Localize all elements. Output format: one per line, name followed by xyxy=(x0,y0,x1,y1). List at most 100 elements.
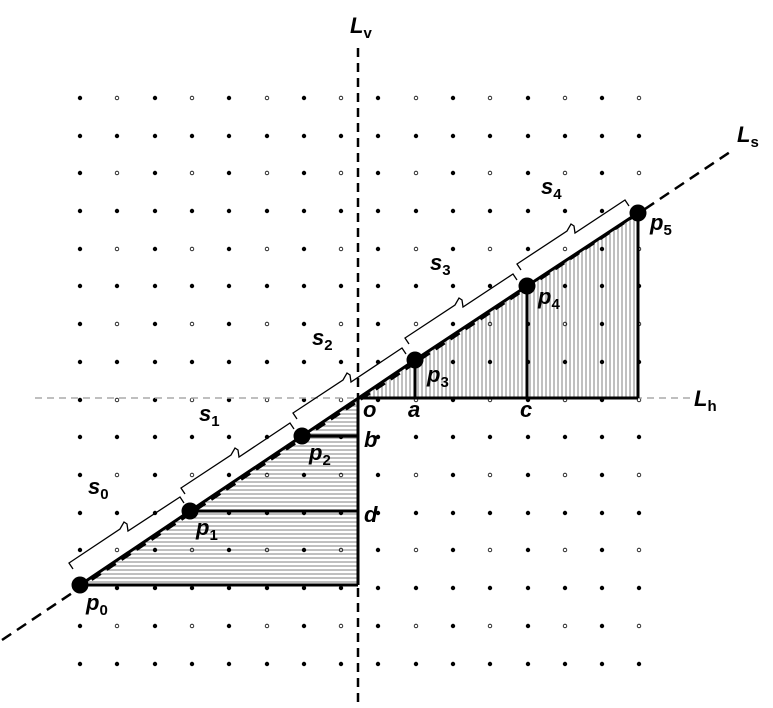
label-s1: s1 xyxy=(199,401,220,430)
grid-dot xyxy=(562,170,568,176)
grid-dot xyxy=(450,510,456,516)
grid-dot xyxy=(562,208,568,214)
grid-dot xyxy=(338,585,344,591)
grid-dot xyxy=(189,623,195,629)
grid-dot xyxy=(77,397,83,403)
segment-braces xyxy=(68,199,630,570)
grid-dot xyxy=(599,547,605,553)
grid-dot xyxy=(77,623,83,629)
grid-dot xyxy=(450,246,456,252)
grid-dot xyxy=(301,359,307,365)
label-p5: p5 xyxy=(649,210,672,239)
grid-dot xyxy=(375,434,381,440)
grid-dot xyxy=(301,170,307,176)
grid-dot xyxy=(450,283,456,289)
grid-dot xyxy=(77,246,83,252)
label-b: b xyxy=(364,427,377,452)
grid-dot xyxy=(599,585,605,591)
brace-s4 xyxy=(516,199,630,271)
grid-dot xyxy=(636,133,642,139)
label-p1: p1 xyxy=(195,515,218,544)
grid-dot xyxy=(264,283,270,289)
grid-dot xyxy=(525,246,531,252)
grid-dot xyxy=(77,434,83,440)
grid-dot xyxy=(636,547,642,553)
grid-dot xyxy=(487,510,493,516)
label-d: d xyxy=(364,502,378,527)
grid-dot xyxy=(487,208,493,214)
grid-dot xyxy=(226,623,232,629)
grid-dot xyxy=(562,547,568,553)
grid-dot xyxy=(189,472,195,478)
grid-dot xyxy=(487,547,493,553)
grid-dot xyxy=(152,661,158,667)
grid-dot xyxy=(413,661,419,667)
grid-dot xyxy=(189,246,195,252)
label-s2: s2 xyxy=(312,325,333,354)
grid-dot xyxy=(487,95,493,101)
grid-dot xyxy=(189,95,195,101)
grid-dot xyxy=(599,208,605,214)
grid-dot xyxy=(450,547,456,553)
grid-dot xyxy=(114,510,120,516)
grid-dot xyxy=(413,472,419,478)
grid-dot xyxy=(525,95,531,101)
label-Lh: Lh xyxy=(694,386,717,415)
grid-dot xyxy=(375,208,381,214)
label-s0: s0 xyxy=(88,474,109,503)
grid-dot xyxy=(375,623,381,629)
brace-s0 xyxy=(68,496,185,570)
grid-dot xyxy=(375,95,381,101)
grid-dot xyxy=(301,246,307,252)
grid-dot xyxy=(189,283,195,289)
grid-dot xyxy=(114,283,120,289)
grid-dot xyxy=(636,585,642,591)
construction-lines xyxy=(79,211,640,587)
grid-dot xyxy=(77,510,83,516)
grid-dot xyxy=(487,661,493,667)
grid-dot xyxy=(525,585,531,591)
grid-dot xyxy=(562,246,568,252)
grid-dot xyxy=(487,585,493,591)
label-Ls: Ls xyxy=(737,122,759,151)
grid-dot xyxy=(301,208,307,214)
grid-dot xyxy=(562,585,568,591)
grid-dot xyxy=(264,623,270,629)
grid-dot xyxy=(599,510,605,516)
grid-dot xyxy=(264,321,270,327)
grid-dot xyxy=(450,434,456,440)
point-p1 xyxy=(181,502,199,520)
points xyxy=(71,204,647,594)
point-p0 xyxy=(71,576,89,594)
grid-dot xyxy=(114,434,120,440)
grid-dot xyxy=(375,283,381,289)
grid-dot xyxy=(226,321,232,327)
grid-dot xyxy=(114,585,120,591)
grid-dot xyxy=(413,95,419,101)
grid-dot xyxy=(562,472,568,478)
grid-dot xyxy=(413,510,419,516)
grid-dot xyxy=(114,95,120,101)
label-p3: p3 xyxy=(426,362,449,391)
grid-dot xyxy=(114,359,120,365)
grid-dot xyxy=(264,95,270,101)
label-o: o xyxy=(363,397,376,422)
grid-dot xyxy=(375,472,381,478)
grid-dot xyxy=(487,170,493,176)
grid-dot xyxy=(636,472,642,478)
grid-dot xyxy=(562,133,568,139)
grid-dot xyxy=(152,208,158,214)
label-c: c xyxy=(520,397,532,422)
grid-dot xyxy=(413,434,419,440)
grid-dot xyxy=(375,585,381,591)
brace-s3 xyxy=(404,273,518,345)
grid-dot xyxy=(264,246,270,252)
grid-dot xyxy=(562,661,568,667)
brace-s1 xyxy=(180,422,295,495)
grid-dot xyxy=(375,510,381,516)
grid-dot xyxy=(189,321,195,327)
grid-dot xyxy=(152,623,158,629)
grid-dot xyxy=(152,321,158,327)
grid-dot xyxy=(264,585,270,591)
grid-dot xyxy=(525,510,531,516)
